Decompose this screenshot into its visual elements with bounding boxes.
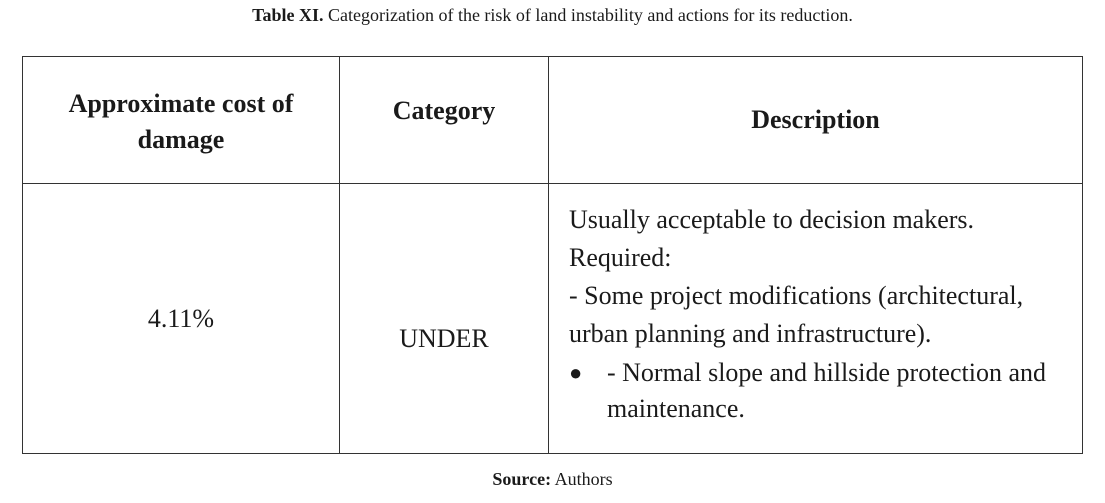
table-caption-label: Table XI. [252, 5, 324, 25]
table-caption-text: Categorization of the risk of land insta… [327, 5, 853, 25]
header-category: Category [339, 56, 549, 184]
header-cost: Approximate cost of damage [22, 56, 340, 184]
cell-cost: 4.11% [22, 183, 340, 454]
bullet-icon: ● [569, 360, 583, 385]
table-caption: Table XI. Categorization of the risk of … [0, 4, 1105, 26]
description-line: Usually acceptable to decision makers. [569, 205, 975, 234]
table-row: 4.11% UNDER Usually acceptable to decisi… [22, 183, 1083, 454]
header-description: Description [548, 56, 1083, 184]
cell-category: UNDER [339, 183, 549, 454]
description-line: - Some project modifications (architectu… [569, 281, 1024, 348]
description-bullet-item: ● - Normal slope and hillside protection… [569, 355, 1070, 427]
source-text: Authors [554, 469, 613, 489]
risk-table: Approximate cost of damage Category Desc… [22, 56, 1083, 454]
cell-description: Usually acceptable to decision makers. R… [548, 183, 1083, 454]
table-header-row: Approximate cost of damage Category Desc… [22, 56, 1083, 184]
source-label: Source: [492, 469, 552, 489]
bullet-text: - Normal slope and hillside protection a… [607, 358, 1047, 423]
description-line: Required: [569, 243, 672, 272]
table-source: Source: Authors [0, 468, 1105, 490]
